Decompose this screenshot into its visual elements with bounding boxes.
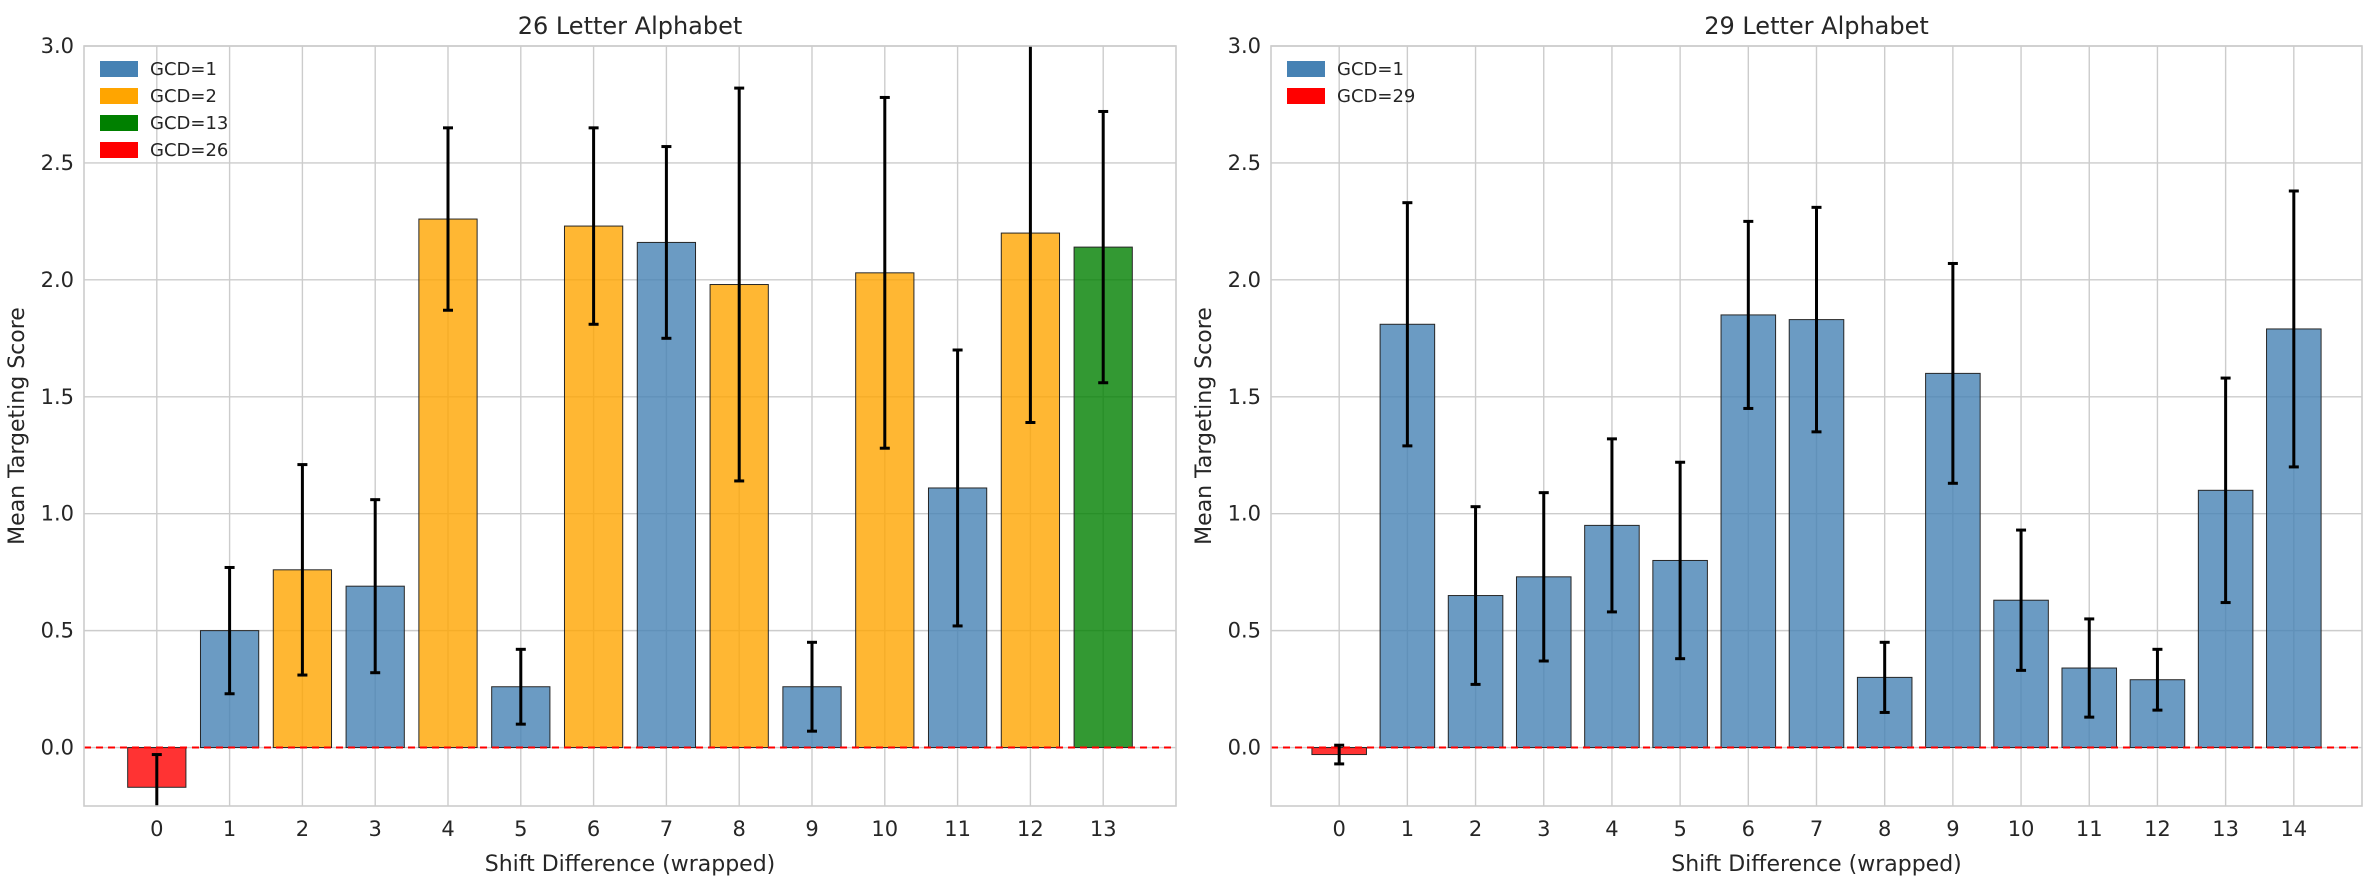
chart-panel-2: 0.00.51.01.52.02.53.00 1 2 3 4 5 6 7 8 9 10 11 12 13 1… [1192,12,2363,877]
x-tick-label: 9 [1946,817,1959,841]
error-bar [1675,460,1686,661]
error-bar [515,647,526,726]
legend-swatch [100,115,138,131]
x-tick-label: 13 [2212,817,2239,841]
y-axis-label: Mean Targeting Score [5,307,30,545]
y-tick-label: 0.0 [41,736,74,760]
error-bar [2288,189,2299,469]
x-tick-label: 3 [369,817,382,841]
error-bar [151,753,162,806]
y-tick-label: 3.0 [41,34,74,58]
y-tick-label: 1.5 [1228,385,1261,409]
y-tick-label: 0.5 [41,619,74,643]
plot-frame [83,45,1177,807]
plot-frame [1270,45,2363,807]
y-tick-label: 2.0 [1228,268,1261,292]
x-tick-label: 2 [296,817,309,841]
x-tick-label: 1 [223,817,236,841]
x-tick-label: 4 [1605,817,1618,841]
x-tick-label: 2 [1469,817,1482,841]
y-tick-label: 0.5 [1228,619,1261,643]
x-tick-label: 11 [2076,817,2103,841]
error-bar [588,126,599,326]
x-tick-label: 1 [1401,817,1414,841]
x-tick-label: 7 [660,817,673,841]
error-bar [734,86,745,483]
x-tick-label: 5 [1673,817,1686,841]
x-tick-label: 8 [733,817,746,841]
x-tick-label: 13 [1090,817,1117,841]
y-tick-label: 2.5 [41,151,74,175]
error-bar [1098,109,1109,385]
x-tick-label: 6 [1742,817,1755,841]
error-bar [1947,261,1958,485]
legend-label: GCD=1 [150,59,217,80]
x-tick-label: 7 [1810,817,1823,841]
x-axis-label: Shift Difference (wrapped) [485,852,776,877]
legend-swatch [100,142,138,158]
error-bar [1879,640,1890,714]
error-bar [2016,528,2027,672]
error-bar [370,498,381,675]
error-bar [1025,46,1036,424]
legend: GCD=1 GCD=29 [1287,59,1415,107]
x-tick-label: 8 [1878,817,1891,841]
x-tick-label: 0 [150,817,163,841]
error-bar [1402,201,1413,448]
y-tick-label: 3.0 [1228,34,1261,58]
error-bar [443,126,453,312]
y-tick-label: 1.0 [1228,502,1261,526]
legend-swatch [1287,88,1325,104]
error-bar [807,640,817,733]
x-tick-label: 14 [2280,817,2307,841]
error-bar [879,95,890,450]
x-axis-label: Shift Difference (wrapped) [1671,852,1962,877]
y-tick-label: 1.0 [41,502,74,526]
error-bar [1606,437,1617,614]
x-tick-label: 12 [2144,817,2171,841]
error-bar [1811,205,1822,434]
x-tick-label: 4 [441,817,454,841]
y-tick-label: 2.5 [1228,151,1261,175]
error-bar [224,565,235,696]
legend-label: GCD=13 [150,113,228,134]
x-tick-label: 10 [2008,817,2035,841]
chart-panel-1: 0.00.51.01.52.02.53.00 1 2 3 4 5 6 7 8 9 10 11 12 132… [5,12,1177,877]
error-bar [1538,491,1549,663]
y-axis-label: Mean Targeting Score [1192,307,1217,545]
legend: GCD=1 GCD=2 GCD=13 GCD=26 [100,59,228,161]
y-tick-label: 2.0 [41,268,74,292]
legend-label: GCD=26 [150,140,228,161]
error-bar [661,145,672,340]
x-tick-label: 10 [871,817,898,841]
legend-swatch [100,61,138,77]
x-tick-label: 0 [1333,817,1346,841]
error-bar [952,348,963,628]
legend-label: GCD=1 [1337,59,1404,80]
x-tick-label: 6 [587,817,600,841]
y-tick-label: 1.5 [41,385,74,409]
error-bar [297,463,308,677]
x-tick-label: 11 [944,817,971,841]
error-bar [1743,219,1754,410]
error-bar [2220,376,2231,605]
legend-label: GCD=29 [1337,86,1415,107]
chart-title: 26 Letter Alphabet [518,12,743,40]
x-tick-label: 12 [1017,817,1044,841]
error-bar [2084,617,2095,719]
legend-label: GCD=2 [150,86,217,107]
error-bar [1470,505,1481,686]
x-tick-label: 9 [805,817,818,841]
legend-swatch [100,88,138,104]
chart-title: 29 Letter Alphabet [1704,12,1929,40]
legend-swatch [1287,61,1325,77]
y-tick-label: 0.0 [1228,736,1261,760]
x-tick-label: 3 [1537,817,1550,841]
error-bar [2152,647,2163,712]
error-bar [1334,743,1345,766]
x-tick-label: 5 [514,817,527,841]
